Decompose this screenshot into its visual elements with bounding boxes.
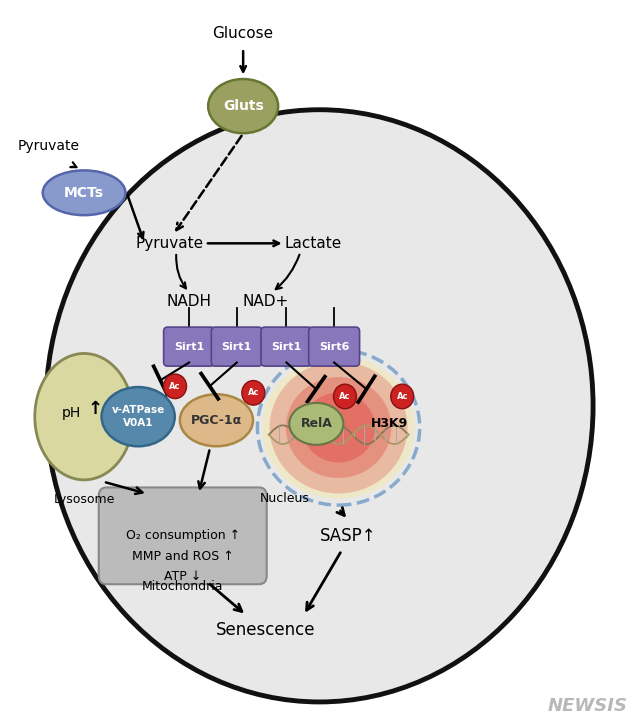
Ellipse shape bbox=[270, 362, 408, 494]
Text: Glucose: Glucose bbox=[213, 26, 273, 41]
Text: Sirt1: Sirt1 bbox=[174, 341, 204, 352]
Ellipse shape bbox=[180, 394, 253, 447]
Text: Sirt6: Sirt6 bbox=[319, 341, 350, 352]
FancyBboxPatch shape bbox=[164, 327, 215, 366]
Text: Mitochondria: Mitochondria bbox=[142, 580, 224, 593]
Text: ↑: ↑ bbox=[88, 400, 103, 418]
Ellipse shape bbox=[208, 79, 278, 133]
Text: Nucleus: Nucleus bbox=[259, 492, 309, 505]
FancyBboxPatch shape bbox=[212, 327, 262, 366]
Text: Sirt1: Sirt1 bbox=[272, 341, 302, 352]
FancyBboxPatch shape bbox=[309, 327, 360, 366]
Text: ATP ↓: ATP ↓ bbox=[164, 570, 201, 583]
FancyBboxPatch shape bbox=[261, 327, 312, 366]
Text: H3K9: H3K9 bbox=[371, 418, 408, 431]
Text: MMP and ROS ↑: MMP and ROS ↑ bbox=[132, 550, 234, 563]
Text: RelA: RelA bbox=[300, 418, 332, 431]
Ellipse shape bbox=[391, 384, 413, 409]
Ellipse shape bbox=[302, 392, 375, 463]
Ellipse shape bbox=[43, 170, 125, 215]
Ellipse shape bbox=[334, 384, 357, 409]
Text: Ac: Ac bbox=[247, 389, 259, 397]
Text: Ac: Ac bbox=[339, 392, 351, 401]
Text: SASP↑: SASP↑ bbox=[320, 527, 376, 544]
Text: PGC-1α: PGC-1α bbox=[191, 414, 242, 427]
Ellipse shape bbox=[286, 377, 391, 478]
Text: Lactate: Lactate bbox=[284, 236, 342, 251]
Text: Ac: Ac bbox=[169, 382, 181, 391]
Ellipse shape bbox=[46, 109, 593, 702]
Text: Ac: Ac bbox=[396, 392, 408, 401]
Ellipse shape bbox=[289, 403, 343, 445]
Text: pH: pH bbox=[62, 406, 81, 420]
Ellipse shape bbox=[164, 374, 187, 399]
Text: NAD+: NAD+ bbox=[242, 294, 289, 309]
Text: Senescence: Senescence bbox=[216, 621, 315, 639]
Ellipse shape bbox=[263, 356, 415, 499]
Ellipse shape bbox=[242, 381, 265, 405]
Text: NADH: NADH bbox=[167, 294, 212, 309]
Ellipse shape bbox=[102, 387, 174, 447]
Ellipse shape bbox=[35, 354, 134, 480]
Text: Pyruvate: Pyruvate bbox=[136, 236, 204, 251]
Text: O₂ consumption ↑: O₂ consumption ↑ bbox=[126, 529, 240, 542]
Text: Pyruvate: Pyruvate bbox=[17, 138, 79, 153]
Text: Gluts: Gluts bbox=[223, 99, 263, 113]
Text: Sirt1: Sirt1 bbox=[222, 341, 252, 352]
Text: NEWSIS: NEWSIS bbox=[548, 697, 628, 715]
Text: v-ATPase
V0A1: v-ATPase V0A1 bbox=[112, 405, 165, 428]
Text: MCTs: MCTs bbox=[64, 186, 104, 200]
Text: Lysosome: Lysosome bbox=[54, 492, 115, 505]
FancyBboxPatch shape bbox=[99, 487, 266, 584]
